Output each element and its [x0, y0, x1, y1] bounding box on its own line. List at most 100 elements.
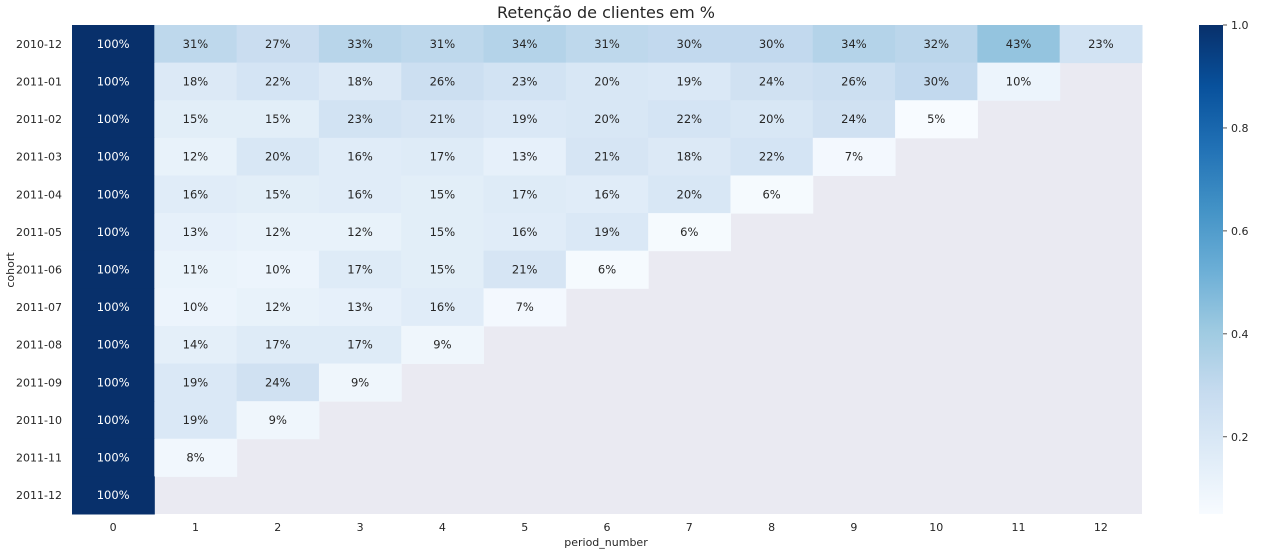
- heatmap-cell: [72, 62, 155, 101]
- cell-value-label: 11%: [183, 263, 209, 277]
- x-tick-label: 0: [110, 521, 117, 534]
- x-tick-label: 12: [1094, 521, 1108, 534]
- cell-value-label: 31%: [430, 37, 456, 51]
- cell-value-label: 18%: [677, 150, 703, 164]
- y-axis: 2010-12 2011-01 2011-02 2011-03 2011-04 2011-…: [16, 38, 62, 502]
- cell-value-label: 22%: [677, 112, 703, 126]
- cell-value-label: 9%: [351, 375, 369, 389]
- cell-value-label: 15%: [430, 225, 456, 239]
- heatmap-cell: [154, 137, 238, 176]
- chart-title: Retenção de clientes em %: [497, 3, 715, 22]
- heatmap-cell: [318, 288, 402, 327]
- colorbar-ticks: 0.2 0.4 0.6 0.8 1.0: [1223, 19, 1249, 444]
- cell-value-label: 30%: [923, 74, 949, 88]
- cell-value-label: 15%: [183, 112, 209, 126]
- cell-value-label: 22%: [265, 74, 291, 88]
- x-tick-label: 10: [929, 521, 943, 534]
- heatmap-cell: [236, 288, 320, 327]
- cell-value-label: 19%: [512, 112, 538, 126]
- heatmap-cell: [730, 100, 814, 139]
- heatmap-cell: [236, 100, 320, 139]
- cell-value-label: 20%: [759, 112, 785, 126]
- cell-value-label: 30%: [677, 37, 703, 51]
- heatmap-cell: [812, 100, 896, 139]
- cell-value-label: 17%: [430, 150, 456, 164]
- cell-value-label: 14%: [183, 338, 209, 352]
- cell-value-label: 12%: [265, 300, 291, 314]
- cell-value-label: 13%: [347, 300, 373, 314]
- heatmap-cell: [401, 288, 485, 327]
- cell-value-label: 100%: [97, 112, 130, 126]
- heatmap-cell: [648, 100, 731, 139]
- heatmap-cell: [154, 438, 238, 477]
- cell-value-label: 31%: [594, 37, 620, 51]
- cell-value-label: 9%: [269, 413, 287, 427]
- y-tick-label: 2010-12: [16, 38, 62, 51]
- y-tick-label: 2011-01: [16, 75, 62, 88]
- heatmap-cell: [565, 213, 649, 252]
- cell-value-label: 100%: [97, 225, 130, 239]
- y-axis-label: cohort: [4, 252, 17, 288]
- cell-value-label: 15%: [430, 187, 456, 201]
- y-tick-label: 2011-02: [16, 113, 62, 126]
- cell-value-label: 17%: [347, 338, 373, 352]
- cell-value-label: 21%: [594, 150, 620, 164]
- heatmap-cell: [565, 137, 649, 176]
- cell-value-label: 10%: [183, 300, 209, 314]
- colorbar-tick-label: 0.4: [1231, 328, 1249, 341]
- cell-labels: 100% 31% 27% 33% 31% 34% 31% 30% 30% 34% 32% 43% 23%…: [97, 37, 1114, 502]
- cell-value-label: 21%: [512, 263, 538, 277]
- cell-value-label: 13%: [512, 150, 538, 164]
- heatmap-cell: [318, 175, 402, 214]
- heatmap-cell: [72, 250, 155, 289]
- heatmap-cell: [401, 137, 485, 176]
- cell-value-label: 20%: [677, 187, 703, 201]
- heatmap-cell: [72, 401, 155, 440]
- y-tick-label: 2011-09: [16, 376, 62, 389]
- cell-value-label: 24%: [265, 375, 291, 389]
- heatmap-cell: [483, 213, 567, 252]
- cell-value-label: 16%: [347, 150, 373, 164]
- x-axis-label: period_number: [564, 536, 648, 549]
- cell-value-label: 7%: [845, 150, 863, 164]
- cell-value-label: 24%: [759, 74, 785, 88]
- heatmap-cell: [318, 62, 402, 101]
- cell-value-label: 20%: [265, 150, 291, 164]
- cell-value-label: 23%: [1088, 37, 1114, 51]
- heatmap-cell: [154, 325, 238, 365]
- heatmap-cell: [401, 100, 485, 139]
- heatmap-cell: [236, 213, 320, 252]
- heatmap-cell: [730, 62, 814, 101]
- heatmap-cell: [401, 62, 485, 101]
- x-tick-label: 11: [1012, 521, 1026, 534]
- heatmap-cell: [401, 175, 485, 214]
- heatmap-cell: [154, 62, 238, 101]
- cell-value-label: 100%: [97, 413, 130, 427]
- heatmap-cell: [154, 250, 238, 289]
- cell-value-label: 100%: [97, 488, 130, 502]
- x-tick-label: 3: [357, 521, 364, 534]
- cell-value-label: 16%: [347, 187, 373, 201]
- heatmap-cell: [154, 288, 238, 327]
- cell-value-label: 12%: [347, 225, 373, 239]
- colorbar-tick-label: 0.8: [1231, 122, 1249, 135]
- heatmap-cell: [483, 137, 567, 176]
- heatmap-cell: [72, 438, 155, 477]
- y-tick-label: 2011-10: [16, 414, 62, 427]
- cell-value-label: 26%: [430, 74, 456, 88]
- heatmap-cell: [154, 363, 238, 402]
- heatmap-cell: [1059, 25, 1143, 64]
- heatmap-cell: [648, 137, 731, 176]
- cell-value-label: 31%: [183, 37, 209, 51]
- cell-value-label: 32%: [923, 37, 949, 51]
- heatmap-cell: [72, 100, 155, 139]
- cell-value-label: 15%: [430, 263, 456, 277]
- heatmap-cell: [648, 213, 731, 252]
- colorbar-tick-label: 0.6: [1231, 225, 1249, 238]
- cell-value-label: 27%: [265, 37, 291, 51]
- cell-value-label: 17%: [347, 263, 373, 277]
- x-axis: 0 1 2 3 4 5 6 7 8 9 10 11 12: [110, 521, 1108, 534]
- y-tick-label: 2011-05: [16, 226, 62, 239]
- heatmap-cell: [236, 137, 320, 176]
- cell-value-label: 17%: [512, 187, 538, 201]
